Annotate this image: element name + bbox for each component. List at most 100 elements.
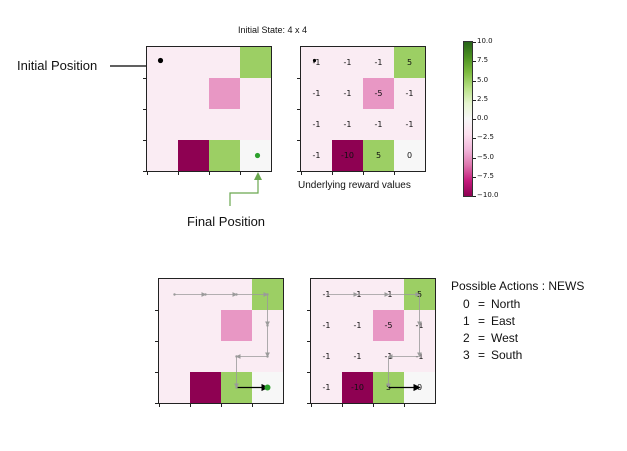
grid-cell [178,47,209,78]
cell-value: -1 [322,290,331,299]
x-tick [404,403,405,407]
colorbar-tick-label: 2.5 [477,94,489,103]
y-tick [297,140,301,141]
cell-value: 0 [406,151,413,160]
colorbar-tick-label: 0.0 [477,114,489,122]
grid-cell: -1 [394,109,425,140]
grid-cell: -1 [342,341,373,372]
y-tick [297,109,301,110]
cell-value: -1 [353,290,362,299]
grid-cell: -1 [301,109,332,140]
y-tick [143,140,147,141]
reward-grid: -1 -1 -1 5 -1 -1 -5 -1 -1 -1 -1 -1 -1 -10 5 0 [301,47,425,171]
cell-value: -1 [353,321,362,330]
x-tick [190,403,191,407]
grid-cell: -1 [373,341,404,372]
x-tick [363,171,364,175]
x-tick [373,403,374,407]
cell-value: -1 [312,151,321,160]
grid-cell [190,341,221,372]
cell-value: -1 [353,352,362,361]
grid-cell [147,78,178,109]
cell-value: -1 [343,89,352,98]
cell-value: -5 [374,89,383,98]
cell-value: -1 [312,120,321,129]
path-grid [159,279,283,403]
colorbar-tick [473,80,476,82]
grid-cell: -1 [332,109,363,140]
cell-value: 0 [416,383,423,392]
cell-value: -1 [374,58,383,67]
grid-cell: -1 [301,78,332,109]
grid-cell [209,47,240,78]
y-tick [307,310,311,311]
grid-cell: 5 [373,372,404,403]
grid-cell [209,140,240,171]
cell-value: -1 [312,89,321,98]
x-tick [394,171,395,175]
grid-cell: -1 [311,372,342,403]
grid-cell [159,279,190,310]
colorbar-tick [473,119,476,120]
cell-value: -1 [374,120,383,129]
colorbar-tick [473,42,476,43]
grid-cell: -1 [394,78,425,109]
cell-value: 5 [406,58,413,67]
grid-cell: -1 [373,279,404,310]
grid-cell: 5 [363,140,394,171]
grid-cell: -5 [363,78,394,109]
grid-cell: 5 [394,47,425,78]
grid-cell: -1 [301,140,332,171]
grid-cell: -1 [404,341,435,372]
cell-value: -1 [405,120,414,129]
x-tick [209,171,210,175]
cell-value: -10 [340,151,355,160]
grid-cell [240,109,271,140]
grid-cell [240,47,271,78]
cell-value: -1 [322,321,331,330]
grid-cell [190,310,221,341]
x-tick [240,171,241,175]
action-name: North [491,297,521,311]
actions-heading: Possible Actions : NEWS [451,279,585,293]
y-tick [155,372,159,373]
final-position-arrow [229,172,262,206]
grid-cell [221,279,252,310]
action-eq: = [478,314,486,328]
colorbar-tick [473,176,476,178]
x-tick [147,171,148,175]
y-tick [307,372,311,373]
cell-value: -1 [405,89,414,98]
x-tick [252,403,253,407]
grid-cell: -1 [311,279,342,310]
grid-cell [252,372,283,403]
grid-cell [147,47,178,78]
cell-value: 5 [385,383,392,392]
x-tick [178,171,179,175]
colorbar-tick [473,99,476,101]
action-eq: = [478,331,486,345]
grid-cell [178,109,209,140]
y-tick [307,341,311,342]
cell-value: -10 [350,383,365,392]
cell-value: -1 [384,352,393,361]
colorbar-tick-label: 10.0 [477,37,493,45]
cell-value: 5 [375,151,382,160]
cell-value: -1 [415,321,424,330]
x-tick [332,171,333,175]
grid-cell: -1 [301,47,332,78]
y-tick [155,310,159,311]
cell-value: -1 [322,352,331,361]
grid-cell: -1 [332,47,363,78]
grid-cell: -10 [342,372,373,403]
grid-cell [159,341,190,372]
cell-value: -1 [312,58,321,67]
grid-cell [190,372,221,403]
grid-cell [252,279,283,310]
grid-cell [209,78,240,109]
grid-cell: -1 [311,341,342,372]
grid-cell: -1 [363,47,394,78]
action-name: East [491,314,516,328]
y-tick [307,403,311,404]
y-tick [297,171,301,172]
